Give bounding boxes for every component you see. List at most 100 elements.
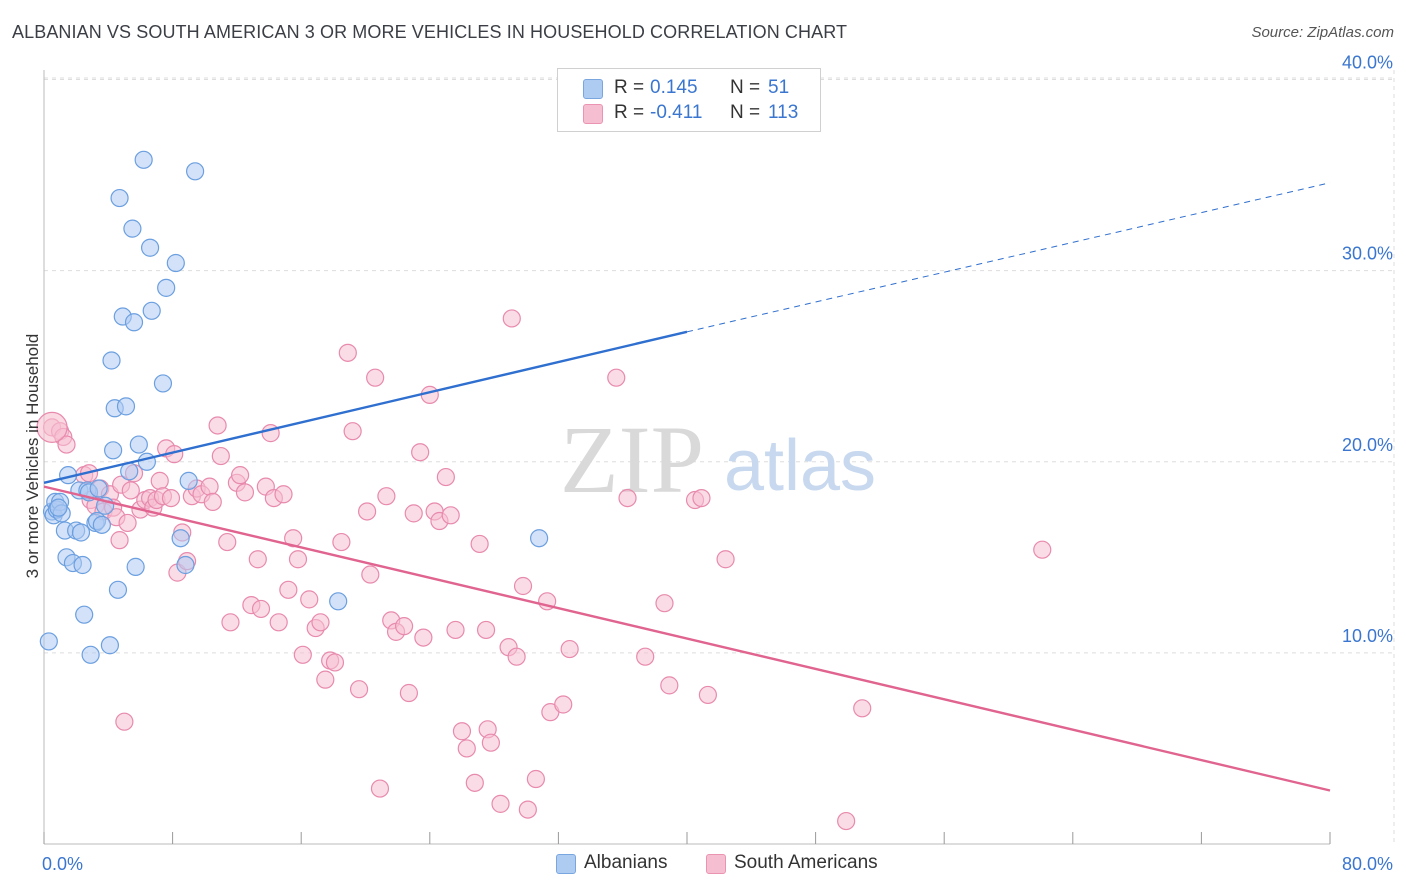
points-pink-point-82 (441, 506, 460, 525)
points-pink-point-81 (436, 467, 455, 487)
points-pink-point-46 (251, 599, 271, 619)
points-pink-point-77 (414, 628, 433, 647)
points-pink-point-89 (481, 733, 500, 752)
points-pink-point-108 (698, 685, 717, 705)
albanians-trend-line (43, 330, 688, 484)
trend-lines (43, 182, 1331, 792)
points-pink-point-17 (121, 481, 140, 500)
points-pink-point-54 (288, 550, 308, 569)
points-pink-point-65 (349, 680, 369, 699)
points-pink-point-61 (325, 653, 345, 672)
points-pink-point-66 (358, 502, 377, 521)
points-pink-point-96 (526, 769, 545, 789)
points-pink-point-95 (518, 800, 537, 819)
points-pink-point-24 (150, 471, 169, 490)
correlation-legend: R = 0.145 N = 51 R = -0.411 N = 113 (557, 68, 821, 132)
y-tick-label-2: 30.0% (1342, 244, 1393, 264)
points-blue-point-37 (134, 150, 153, 169)
n-value: 51 (768, 77, 790, 98)
points-blue-point-44 (171, 529, 190, 548)
south-americans-legend-swatch (706, 854, 726, 874)
points-blue-point-49 (530, 529, 549, 548)
points-pink-point-110 (837, 811, 856, 831)
points-pink-point-45 (248, 550, 267, 569)
n-value: 113 (768, 102, 799, 123)
y-tick-label-0: 10.0% (1342, 626, 1393, 646)
points-blue-point-28 (108, 580, 128, 599)
points-pink-point-102 (618, 488, 637, 508)
points-blue-point-26 (104, 441, 123, 460)
points-blue-point-14 (73, 555, 92, 575)
albanians-legend-swatch (556, 854, 576, 874)
points-pink-point-76 (411, 443, 430, 462)
albanians-trend-extension (686, 182, 1331, 333)
points-pink-point-78 (420, 385, 439, 404)
r-value: -0.411 (650, 102, 703, 123)
points-pink-point-58 (311, 613, 330, 632)
albanians-swatch (583, 79, 603, 99)
points-blue-point-42 (157, 278, 176, 297)
points-pink-point-13 (110, 531, 129, 550)
y-axis-label: 3 or more Vehicles in Household (23, 334, 42, 579)
south-americans-legend-label: South Americans (734, 852, 878, 873)
points-blue-point-18 (81, 645, 100, 664)
points-pink-point-63 (338, 343, 357, 362)
points-pink-point-87 (476, 620, 496, 640)
points-pink-point-27 (161, 488, 181, 508)
grid-lines (44, 70, 1395, 844)
points-pink-point-70 (377, 487, 396, 506)
points-pink-point-112 (1033, 540, 1052, 559)
points-blue-point-36 (129, 435, 148, 454)
points-blue-point-33 (123, 219, 142, 238)
points-pink-point-39 (218, 532, 237, 552)
points-pink-point-90 (491, 794, 510, 813)
points-pink-point-99 (554, 695, 573, 714)
points-pink-point-101 (607, 368, 626, 387)
points-pink-point-64 (343, 422, 362, 441)
points-pink-point-111 (853, 699, 872, 718)
points-pink-point-85 (457, 739, 476, 758)
x-tick-label-max: 80.0% (1342, 854, 1393, 874)
points-pink-point-73 (394, 617, 414, 636)
points-pink-cluster (36, 411, 68, 443)
points-blue-point-46 (179, 471, 198, 490)
points-blue-point-24 (100, 636, 120, 655)
points-blue-point-0 (39, 632, 58, 651)
series-south-americans (36, 309, 1052, 831)
points-blue-point-13 (71, 523, 91, 542)
points-pink-point-36 (203, 492, 222, 512)
points-blue-point-39 (140, 238, 160, 257)
y-tick-label-1: 20.0% (1342, 435, 1393, 455)
r-value: 0.145 (650, 77, 698, 98)
points-pink-point-94 (513, 576, 533, 596)
n-label: N = (730, 77, 761, 98)
points-blue-point-41 (153, 374, 173, 393)
points-pink-point-69 (370, 779, 390, 798)
points-pink-point-93 (507, 647, 526, 666)
points-pink-point-3 (57, 435, 76, 454)
chart-title: ALBANIAN VS SOUTH AMERICAN 3 OR MORE VEH… (12, 22, 848, 42)
points-pink-point-84 (452, 722, 472, 741)
points-pink-point-62 (332, 532, 351, 552)
watermark: ZIP atlas (560, 406, 876, 513)
points-pink-point-40 (221, 613, 240, 632)
points-pink-point-75 (404, 504, 423, 523)
series-albanians (39, 150, 549, 664)
points-pink-point-51 (274, 485, 293, 504)
points-pink-point-109 (716, 550, 735, 569)
y-tick-label-3: 40.0% (1342, 53, 1393, 73)
points-pink-point-83 (446, 620, 465, 640)
points-pink-point-113 (465, 773, 484, 792)
r-label: R = (614, 102, 645, 123)
points-pink-point-42 (231, 466, 250, 485)
tick-labels: 10.0% 20.0% 30.0% 40.0% 0.0% 80.0% (42, 53, 1393, 874)
points-pink-point-50 (269, 613, 288, 632)
points-pink-point-55 (293, 645, 312, 664)
points-blue-point-29 (110, 188, 129, 208)
points-blue-point-43 (166, 253, 185, 273)
points-pink-point-52 (279, 580, 298, 599)
series-legend: Albanians South Americans (0, 852, 1406, 878)
points-blue-point-47 (186, 162, 205, 181)
points-pink-point-92 (502, 309, 521, 328)
